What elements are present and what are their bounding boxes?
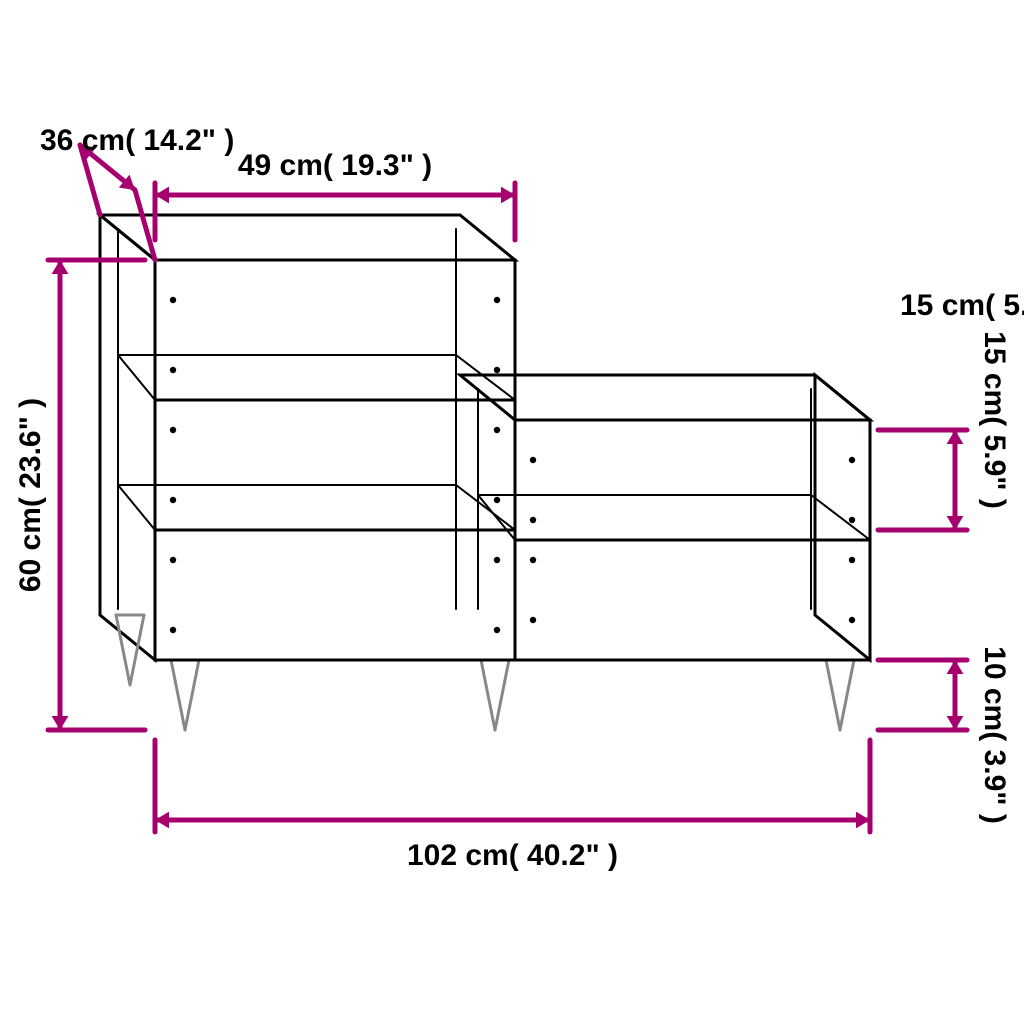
dim-depth: 36 cm( 14.2" ) bbox=[40, 124, 234, 157]
tall-front bbox=[155, 260, 515, 660]
dim-height: 60 cm( 23.6" ) bbox=[14, 398, 47, 592]
dim-top-width: 49 cm( 19.3" ) bbox=[238, 149, 432, 182]
dim-shelf-h-a: 15 cm( 5.9" ) bbox=[900, 289, 1024, 322]
dim-leg-h: 10 cm( 3.9" ) bbox=[978, 646, 1011, 824]
furniture-drawing bbox=[100, 215, 870, 730]
dim-shelf-h: 15 cm( 5.9" ) bbox=[978, 331, 1011, 509]
dim-total-width: 102 cm( 40.2" ) bbox=[407, 839, 618, 872]
dimensions: 60 cm( 23.6" ) 15 cm( 5.9" ) 10 cm( 3.9" ) bbox=[14, 145, 1011, 832]
